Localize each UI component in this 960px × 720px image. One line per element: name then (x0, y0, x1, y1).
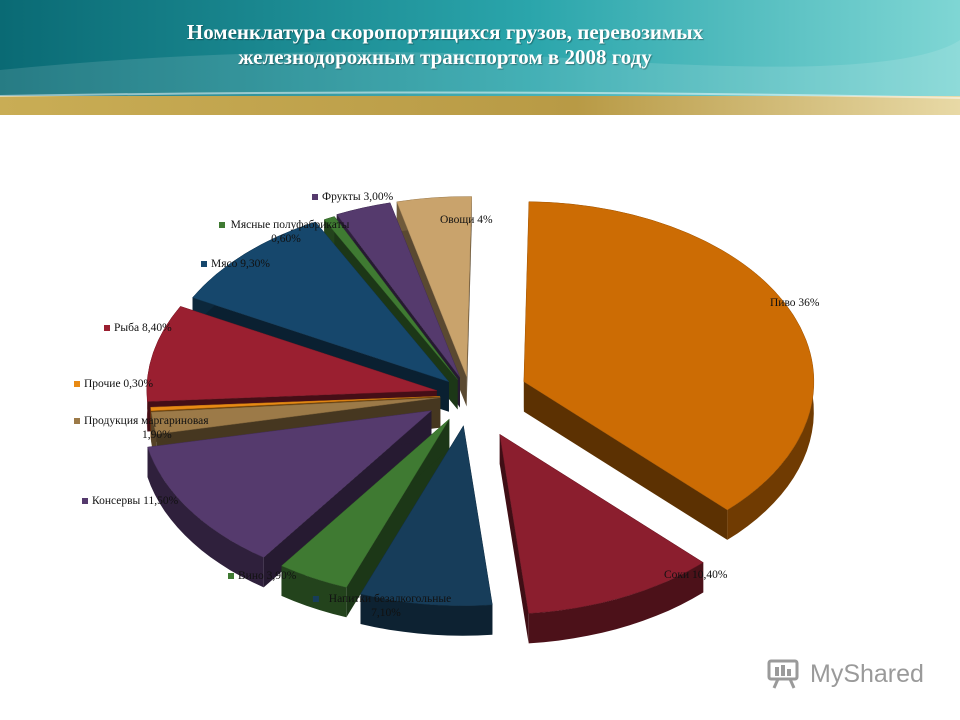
legend-marker (74, 381, 80, 387)
slice-label-text: Консервы 11,50% (92, 495, 179, 507)
legend-marker (201, 261, 207, 267)
chart-title-line1: Номенклатура скоропортящихся грузов, пер… (186, 20, 704, 44)
legend-marker (74, 418, 80, 424)
pie-slice (523, 201, 815, 540)
legend-marker (654, 572, 660, 578)
pie-slice (281, 418, 450, 618)
slice-label: Овощи 4% (430, 214, 493, 226)
watermark-text: MyShared (810, 659, 924, 688)
slice-label: Рыба 8,40% (104, 322, 172, 334)
slice-label: Пиво 36% (760, 297, 820, 309)
pie-slice (499, 433, 704, 644)
slice-label: Вино 3,90% (228, 570, 297, 582)
slice-label-text: Фрукты 3,00% (322, 191, 394, 203)
legend-marker (219, 222, 225, 228)
slice-label-text: Мясо 9,30% (211, 258, 270, 270)
slice-label: Соки 10,40% (654, 569, 728, 581)
legend-marker (312, 194, 318, 200)
slice-label-text: Напитки безалкогольные 7,10% (329, 593, 451, 619)
chart-title-line2: железнодорожным транспортом в 2008 году (238, 45, 652, 69)
slice-label-text: Мясные полуфабрикаты 0,60% (231, 219, 350, 245)
slice-label: Мясные полуфабрикаты 0,60% (219, 219, 350, 245)
legend-marker (430, 217, 436, 223)
pie-slice (360, 425, 493, 636)
slice-label: Напитки безалкогольные 7,10% (312, 593, 451, 619)
slice-label: Консервы 11,50% (82, 495, 179, 507)
pie-slice (147, 410, 433, 588)
slice-label-text: Пиво 36% (770, 297, 820, 309)
legend-marker (228, 573, 234, 579)
pie-labels: Пиво 36% Соки 10,40% Напитки безалкогольны… (74, 191, 820, 619)
title-banner (0, 0, 960, 115)
slice-label-text: Вино 3,90% (238, 570, 297, 582)
slice-label: Мясо 9,30% (201, 258, 270, 270)
chart-title: Номенклатура скоропортящихся грузов, пер… (0, 20, 890, 70)
slice-label-text: Овощи 4% (440, 214, 493, 226)
slice-label-text: Рыба 8,40% (114, 322, 172, 334)
pie-slices (146, 196, 815, 644)
legend-marker (312, 596, 319, 602)
legend-marker (760, 300, 766, 306)
slice-label-text: Продукция маргариновая 1,90% (84, 415, 209, 441)
slice-label: Продукция маргариновая 1,90% (74, 415, 209, 441)
legend-marker (82, 498, 88, 504)
presentation-icon (767, 659, 799, 689)
slice-label: Прочие 0,30% (74, 378, 154, 390)
watermark: MyShared (766, 656, 924, 692)
slice-label-text: Прочие 0,30% (84, 378, 154, 390)
slice-label-text: Соки 10,40% (664, 569, 728, 581)
slice-label: Фрукты 3,00% (312, 191, 394, 203)
legend-marker (104, 325, 110, 331)
